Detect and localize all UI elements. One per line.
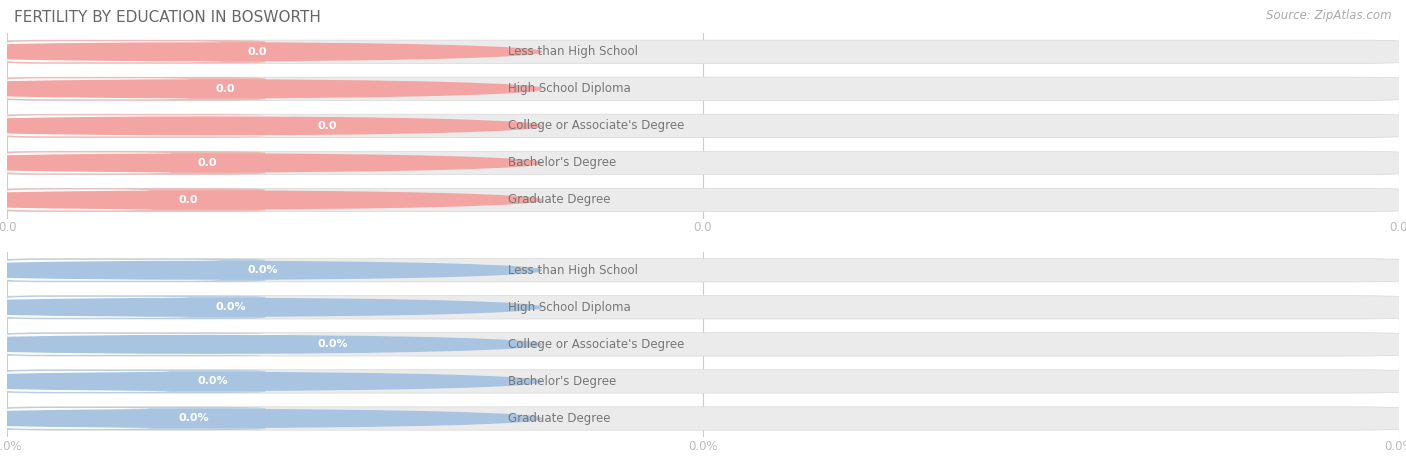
Text: 0.0: 0.0 (217, 84, 235, 94)
FancyBboxPatch shape (7, 152, 172, 173)
Circle shape (0, 409, 541, 428)
Text: College or Associate's Degree: College or Associate's Degree (508, 338, 685, 351)
Text: Source: ZipAtlas.com: Source: ZipAtlas.com (1267, 10, 1392, 22)
Text: 0.0%: 0.0% (179, 413, 209, 424)
Text: Graduate Degree: Graduate Degree (508, 412, 610, 425)
Circle shape (0, 335, 541, 353)
Text: College or Associate's Degree: College or Associate's Degree (508, 119, 685, 133)
Text: Less than High School: Less than High School (508, 264, 638, 277)
FancyBboxPatch shape (1, 407, 1403, 430)
Circle shape (0, 261, 541, 279)
Text: 0.0%: 0.0% (318, 339, 349, 350)
FancyBboxPatch shape (7, 297, 190, 318)
FancyBboxPatch shape (1, 151, 266, 175)
FancyBboxPatch shape (1, 332, 1403, 356)
Text: 0.0%: 0.0% (198, 376, 228, 387)
FancyBboxPatch shape (1, 77, 266, 101)
Circle shape (0, 80, 541, 98)
FancyBboxPatch shape (7, 41, 221, 62)
Circle shape (0, 117, 541, 135)
FancyBboxPatch shape (7, 371, 172, 392)
FancyBboxPatch shape (7, 190, 152, 210)
Text: High School Diploma: High School Diploma (508, 82, 631, 95)
FancyBboxPatch shape (1, 188, 1403, 212)
Text: Less than High School: Less than High School (508, 45, 638, 58)
Text: Graduate Degree: Graduate Degree (508, 193, 610, 207)
Circle shape (0, 372, 541, 390)
FancyBboxPatch shape (1, 407, 266, 430)
FancyBboxPatch shape (7, 78, 190, 99)
FancyBboxPatch shape (1, 258, 266, 282)
FancyBboxPatch shape (1, 295, 266, 319)
Circle shape (0, 43, 541, 61)
FancyBboxPatch shape (1, 370, 266, 393)
Text: 0.0: 0.0 (179, 195, 198, 205)
Text: 0.0%: 0.0% (217, 302, 246, 313)
Text: Bachelor's Degree: Bachelor's Degree (508, 156, 616, 170)
FancyBboxPatch shape (1, 114, 1403, 138)
FancyBboxPatch shape (1, 77, 1403, 101)
FancyBboxPatch shape (1, 40, 1403, 64)
Circle shape (0, 298, 541, 316)
FancyBboxPatch shape (1, 40, 266, 64)
FancyBboxPatch shape (7, 408, 152, 429)
Text: FERTILITY BY EDUCATION IN BOSWORTH: FERTILITY BY EDUCATION IN BOSWORTH (14, 10, 321, 25)
FancyBboxPatch shape (1, 114, 266, 138)
FancyBboxPatch shape (7, 115, 291, 136)
FancyBboxPatch shape (1, 188, 266, 212)
FancyBboxPatch shape (1, 258, 1403, 282)
Circle shape (0, 191, 541, 209)
Text: Bachelor's Degree: Bachelor's Degree (508, 375, 616, 388)
FancyBboxPatch shape (1, 151, 1403, 175)
FancyBboxPatch shape (7, 260, 221, 281)
FancyBboxPatch shape (1, 370, 1403, 393)
Circle shape (0, 154, 541, 172)
FancyBboxPatch shape (1, 295, 1403, 319)
FancyBboxPatch shape (7, 334, 291, 355)
Text: High School Diploma: High School Diploma (508, 301, 631, 314)
Text: 0.0: 0.0 (318, 121, 337, 131)
Text: 0.0: 0.0 (247, 47, 267, 57)
Text: 0.0: 0.0 (198, 158, 217, 168)
Text: 0.0%: 0.0% (247, 265, 278, 275)
FancyBboxPatch shape (1, 332, 266, 356)
